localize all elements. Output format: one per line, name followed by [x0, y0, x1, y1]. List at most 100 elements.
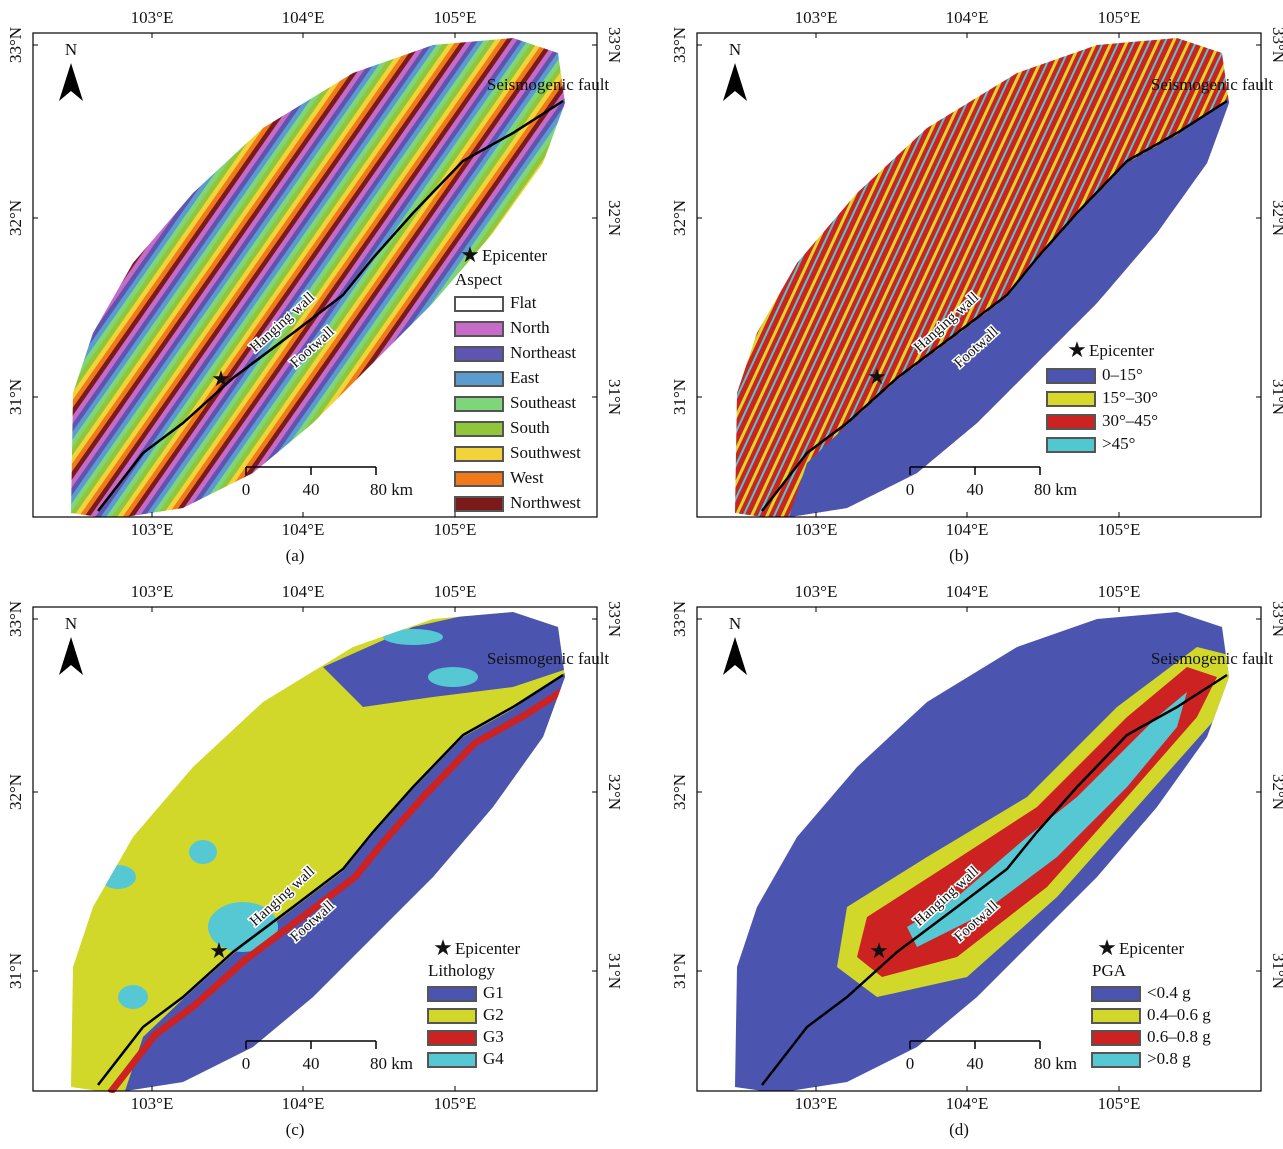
- legend-title: PGA: [1092, 961, 1127, 980]
- legend-label: G3: [483, 1027, 504, 1046]
- lon-label: 104°E: [946, 8, 989, 27]
- legend-swatch: [455, 372, 503, 386]
- lon-label: 104°E: [946, 520, 989, 539]
- lat-label: 31°N: [605, 953, 624, 989]
- legend-epicenter: Epicenter: [1119, 939, 1184, 958]
- legend-label: Northwest: [510, 493, 581, 512]
- lon-label: 104°E: [282, 520, 325, 539]
- legend-swatch: [428, 1031, 476, 1045]
- lon-label: 104°E: [946, 1094, 989, 1113]
- legend-label: Southeast: [510, 393, 576, 412]
- lat-label: 32°N: [6, 200, 25, 236]
- lat-label: 33°N: [670, 27, 689, 63]
- legend-label: 0–15°: [1102, 365, 1143, 384]
- fault-label: Seismogenic fault: [487, 649, 610, 668]
- lat-label: 33°N: [1269, 27, 1283, 63]
- lon-label: 104°E: [282, 8, 325, 27]
- lat-label: 32°N: [605, 774, 624, 810]
- fault-label: Seismogenic fault: [1151, 75, 1274, 94]
- lon-label: 103°E: [795, 8, 838, 27]
- lat-label: 32°N: [670, 774, 689, 810]
- slope-raster: [697, 33, 1261, 517]
- lat-label: 33°N: [6, 27, 25, 63]
- legend-swatch: [455, 422, 503, 436]
- scale-label: 40: [967, 480, 984, 499]
- panel-caption: (c): [286, 1120, 305, 1139]
- legend-label: >45°: [1102, 434, 1135, 453]
- legend-label: West: [510, 468, 544, 487]
- lon-label: 103°E: [131, 582, 174, 601]
- legend-swatch: [428, 987, 476, 1001]
- map-panel: 103°E 103°E 104°E 104°E 105°E 105°E 33°N 33°N 32…: [6, 8, 624, 565]
- lon-label: 103°E: [131, 1094, 174, 1113]
- panel-caption: (b): [949, 546, 969, 565]
- legend-swatch: [428, 1009, 476, 1023]
- lithology-g4: [383, 629, 443, 645]
- lithology-g4: [131, 763, 175, 791]
- scale-label: 80 km: [370, 480, 413, 499]
- legend-swatch: [1047, 415, 1095, 429]
- lon-label: 105°E: [1098, 582, 1141, 601]
- scale-label: 80 km: [1034, 480, 1077, 499]
- legend-star: ★: [433, 935, 453, 960]
- lat-label: 33°N: [605, 27, 624, 63]
- legend-swatch: [1092, 1031, 1140, 1045]
- lon-label: 104°E: [282, 582, 325, 601]
- scale-label: 40: [303, 480, 320, 499]
- legend-swatch: [1047, 392, 1095, 406]
- lithology-g4: [428, 667, 478, 687]
- legend-label: 15°–30°: [1102, 388, 1158, 407]
- lat-label: 32°N: [1269, 774, 1283, 810]
- figure: 103°E 103°E 104°E 104°E 105°E 105°E 33°N 33°N 32…: [0, 0, 1283, 1149]
- legend-swatch: [428, 1053, 476, 1067]
- lat-label: 31°N: [605, 379, 624, 415]
- lon-label: 103°E: [131, 520, 174, 539]
- legend-star: ★: [460, 242, 480, 267]
- epicenter-star: ★: [867, 364, 887, 389]
- map-area: [33, 607, 597, 1097]
- map-panel: 103°E103°E104°E104°E105°E105°E33°N33°N32…: [670, 8, 1283, 565]
- lat-label: 32°N: [6, 774, 25, 810]
- fault-label: Seismogenic fault: [487, 75, 610, 94]
- legend-swatch: [455, 347, 503, 361]
- scale-label: 0: [242, 1054, 251, 1073]
- legend-swatch: [455, 497, 503, 511]
- legend-label: >0.8 g: [1147, 1049, 1191, 1068]
- north-arrow: [59, 63, 83, 101]
- scale-label: 0: [906, 1054, 915, 1073]
- lon-label: 105°E: [1098, 8, 1141, 27]
- legend-label: 0.6–0.8 g: [1147, 1027, 1211, 1046]
- north-label: N: [65, 40, 77, 59]
- legend-swatch: [455, 397, 503, 411]
- lon-label: 105°E: [1098, 1094, 1141, 1113]
- lon-label: 104°E: [946, 582, 989, 601]
- lon-label: 104°E: [282, 1094, 325, 1113]
- lat-label: 31°N: [670, 379, 689, 415]
- legend-label: East: [510, 368, 540, 387]
- lon-label: 103°E: [131, 8, 174, 27]
- map-panel: 103°E103°E104°E104°E105°E105°E33°N33°N32…: [6, 582, 624, 1139]
- panel-caption: (a): [286, 546, 305, 565]
- epicenter-star: ★: [209, 938, 229, 963]
- lon-label: 105°E: [434, 520, 477, 539]
- lon-label: 103°E: [795, 1094, 838, 1113]
- lon-label: 105°E: [434, 1094, 477, 1113]
- legend-label: 30°–45°: [1102, 411, 1158, 430]
- legend-label: North: [510, 318, 550, 337]
- epicenter-star: ★: [869, 938, 889, 963]
- legend-label: Southwest: [510, 443, 581, 462]
- lon-label: 105°E: [434, 8, 477, 27]
- legend-epicenter: Epicenter: [482, 246, 547, 265]
- lon-label: 105°E: [1098, 520, 1141, 539]
- legend-label: South: [510, 418, 550, 437]
- lat-label: 31°N: [670, 953, 689, 989]
- north-arrow: [723, 637, 747, 675]
- lat-label: 33°N: [670, 601, 689, 637]
- scale-label: 0: [242, 480, 251, 499]
- legend-swatch: [1047, 438, 1095, 452]
- epicenter-star: ★: [211, 366, 231, 391]
- legend-swatch: [1092, 1009, 1140, 1023]
- legend-label: 0.4–0.6 g: [1147, 1005, 1211, 1024]
- lat-label: 31°N: [1269, 379, 1283, 415]
- legend-swatch: [1092, 1053, 1140, 1067]
